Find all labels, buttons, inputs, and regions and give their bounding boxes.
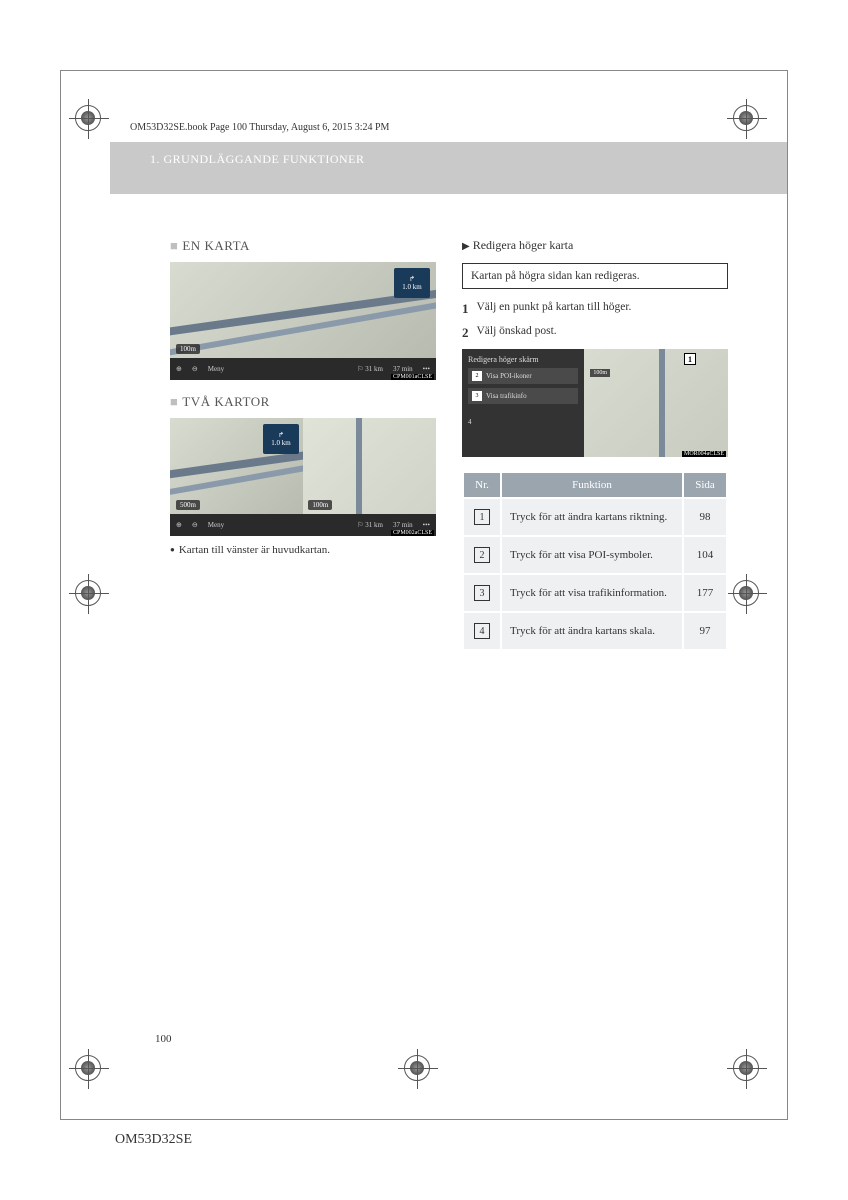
document-code: OM53D32SE <box>115 1132 192 1148</box>
table-row: 4 Tryck för att ändra kartans skala. 97 <box>463 612 727 650</box>
registration-mark <box>75 1055 115 1095</box>
registration-mark <box>404 1055 444 1095</box>
screenshot-dual-map: ↱1.0 km 500m 100m ⊕⊖Meny ⚐ 31 km 37 min•… <box>170 418 436 536</box>
screenshot-code: CPM001aCLSE <box>391 374 434 380</box>
step-2: 2Välj önskad post. <box>462 325 728 341</box>
left-column: ■EN KARTA ↱1.0 km 100m ⊕⊖Meny ⚐ 31 km 37… <box>170 238 436 651</box>
page-number: 100 <box>155 1033 172 1045</box>
menu-item-poi: 2Visa POI-ikoner <box>468 368 578 384</box>
chapter-banner: 1. GRUNDLÄGGANDE FUNKTIONER <box>110 142 787 194</box>
subheading-one-map: ■EN KARTA <box>170 238 436 254</box>
screenshot-edit-menu: Redigera höger skärm 2Visa POI-ikoner 3V… <box>462 349 728 457</box>
note-main-map: Kartan till vänster är huvudkartan. <box>170 544 436 556</box>
th-page: Sida <box>683 472 727 498</box>
registration-mark <box>75 580 115 620</box>
registration-mark <box>733 1055 773 1095</box>
info-box: Kartan på högra sidan kan redigeras. <box>462 263 728 289</box>
right-column: Redigera höger karta Kartan på högra sid… <box>462 238 728 651</box>
menu-item-traffic: 3Visa trafikinfo <box>468 388 578 404</box>
th-number: Nr. <box>463 472 501 498</box>
distance-badge: ↱1.0 km <box>394 268 430 298</box>
scale-label: 100m <box>176 344 200 354</box>
function-table: Nr. Funktion Sida 1 Tryck för att ändra … <box>462 471 728 651</box>
content-area: ■EN KARTA ↱1.0 km 100m ⊕⊖Meny ⚐ 31 km 37… <box>170 238 728 651</box>
table-row: 2 Tryck för att visa POI-symboler. 104 <box>463 536 727 574</box>
registration-mark <box>75 105 115 145</box>
table-row: 1 Tryck för att ändra kartans riktning. … <box>463 498 727 536</box>
registration-mark <box>733 105 773 145</box>
registration-mark <box>733 580 773 620</box>
print-header: OM53D32SE.book Page 100 Thursday, August… <box>130 122 389 133</box>
th-function: Funktion <box>501 472 683 498</box>
distance-badge: ↱1.0 km <box>263 424 299 454</box>
callout-1: 1 <box>684 353 696 365</box>
scale-label: 100m <box>308 500 332 510</box>
screenshot-single-map: ↱1.0 km 100m ⊕⊖Meny ⚐ 31 km 37 min••• CP… <box>170 262 436 380</box>
screenshot-code: CPM002aCLSE <box>391 530 434 536</box>
subheading-edit-right-map: Redigera höger karta <box>462 238 728 253</box>
screenshot-code: MOR004aCLSE <box>682 451 726 457</box>
subheading-two-maps: ■TVÅ KARTOR <box>170 394 436 410</box>
scale-label: 500m <box>176 500 200 510</box>
table-row: 3 Tryck för att visa trafikinformation. … <box>463 574 727 612</box>
step-1: 1Välj en punkt på kartan till höger. <box>462 301 728 317</box>
chapter-title: 1. GRUNDLÄGGANDE FUNKTIONER <box>150 152 365 166</box>
